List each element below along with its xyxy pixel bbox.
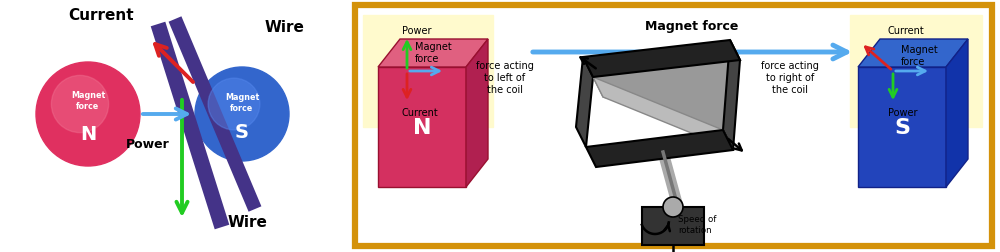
Text: N: N (80, 125, 96, 144)
Polygon shape (858, 40, 968, 68)
Polygon shape (723, 41, 740, 150)
FancyBboxPatch shape (858, 68, 946, 187)
FancyBboxPatch shape (642, 207, 704, 245)
Text: Magnet
force: Magnet force (415, 42, 452, 64)
Text: S: S (894, 117, 910, 137)
Text: force acting
to left of
the coil: force acting to left of the coil (476, 60, 534, 95)
Text: Speed of
rotation: Speed of rotation (678, 214, 716, 234)
Circle shape (195, 68, 289, 161)
Text: Magnet
force: Magnet force (225, 92, 259, 113)
Circle shape (51, 76, 109, 133)
Text: Wire: Wire (228, 215, 268, 230)
FancyBboxPatch shape (355, 6, 992, 246)
Text: S: S (235, 123, 249, 142)
Text: Magnet force: Magnet force (645, 20, 739, 33)
FancyBboxPatch shape (363, 16, 493, 128)
Circle shape (36, 63, 140, 166)
Text: Power: Power (888, 108, 918, 117)
FancyBboxPatch shape (378, 68, 466, 187)
Text: Current: Current (888, 26, 925, 36)
Text: Current: Current (402, 108, 439, 117)
Polygon shape (583, 41, 740, 78)
Text: Wire: Wire (265, 20, 305, 35)
Circle shape (663, 197, 683, 217)
Polygon shape (946, 40, 968, 187)
Polygon shape (593, 61, 730, 131)
Text: Power: Power (402, 26, 432, 36)
Text: Magnet
force: Magnet force (71, 90, 105, 111)
Polygon shape (593, 78, 733, 150)
Text: force acting
to right of
the coil: force acting to right of the coil (761, 60, 819, 95)
Text: Current: Current (68, 8, 134, 22)
FancyBboxPatch shape (850, 16, 982, 128)
Polygon shape (586, 131, 733, 167)
Polygon shape (576, 58, 593, 147)
Polygon shape (378, 40, 488, 68)
Text: N: N (413, 117, 431, 137)
Text: Power: Power (126, 138, 170, 151)
Circle shape (208, 79, 260, 130)
Text: Magnet
force: Magnet force (901, 45, 938, 67)
Polygon shape (466, 40, 488, 187)
